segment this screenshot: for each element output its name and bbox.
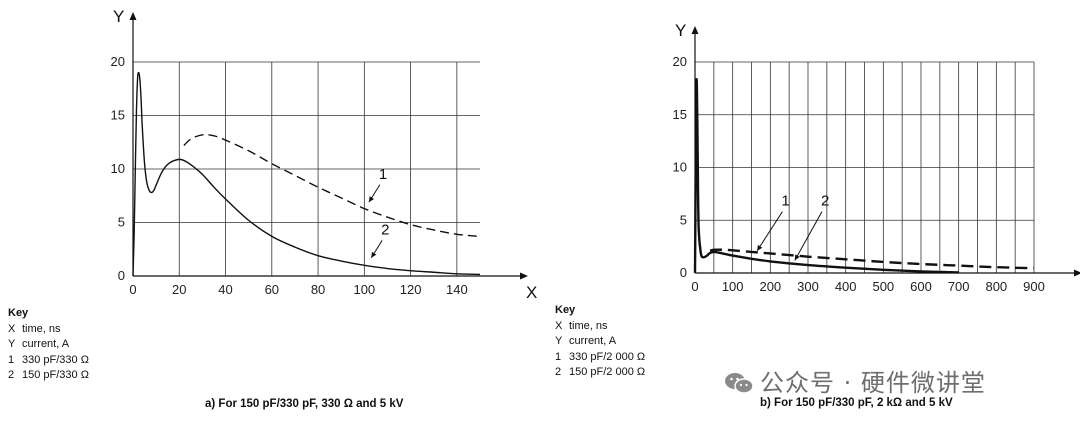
x-tick-label: 800 bbox=[985, 279, 1007, 294]
x-tick-label: 40 bbox=[218, 282, 232, 297]
x-axis-arrow-icon bbox=[1074, 269, 1080, 277]
x-axis-label: X bbox=[526, 283, 537, 302]
y-tick-label: 5 bbox=[680, 212, 687, 227]
leader-arrow-icon bbox=[757, 244, 763, 251]
x-tick-label: 100 bbox=[353, 282, 375, 297]
chart-a: X Y 0 20 40 60 80 100 120 140 0 5 10 15 20 1 2 bbox=[111, 7, 538, 302]
leader-line bbox=[794, 211, 823, 261]
series-line-1 bbox=[183, 133, 481, 238]
series-line-2 bbox=[132, 71, 481, 277]
y-tick-label: 10 bbox=[111, 161, 125, 176]
y-tick-label: 15 bbox=[673, 107, 687, 122]
x-tick-label: 100 bbox=[722, 279, 744, 294]
wechat-logo-icon bbox=[725, 373, 754, 394]
y-tick-label: 0 bbox=[680, 265, 687, 280]
watermark-text: 公众号 · 硬件微讲堂 bbox=[760, 369, 986, 397]
x-tick-label: 200 bbox=[759, 279, 781, 294]
series-line-2 bbox=[693, 77, 959, 274]
x-tick-label: 120 bbox=[400, 282, 422, 297]
y-tick-label: 10 bbox=[673, 160, 687, 175]
y-axis-label: Y bbox=[675, 21, 686, 40]
x-axis-arrow-icon bbox=[520, 272, 528, 280]
x-tick-label: 900 bbox=[1023, 279, 1045, 294]
curve-label-2: 2 bbox=[821, 193, 829, 210]
key-a-row: 1 330 pF/330 Ω bbox=[8, 353, 89, 366]
y-tick-label: 0 bbox=[118, 268, 125, 283]
curve-label-2: 2 bbox=[381, 221, 389, 238]
leader-arrow-icon bbox=[794, 254, 800, 261]
y-tick-label: 20 bbox=[111, 54, 125, 69]
key-a-title: Key bbox=[8, 307, 29, 319]
y-axis-arrow-icon bbox=[691, 26, 699, 34]
x-tick-label: 0 bbox=[129, 282, 136, 297]
x-tick-label: 600 bbox=[910, 279, 932, 294]
y-tick-label: 15 bbox=[111, 108, 125, 123]
curve-label-1: 1 bbox=[781, 193, 789, 210]
chart-b: XY01002003004005006007008009000510152012 bbox=[673, 21, 1080, 294]
watermark: 公众号 · 硬件微讲堂 bbox=[724, 363, 986, 398]
x-tick-label: 300 bbox=[797, 279, 819, 294]
leader-arrow-icon bbox=[371, 251, 377, 258]
curve-label-1: 1 bbox=[379, 166, 387, 183]
y-tick-label: 5 bbox=[118, 215, 125, 230]
caption-b: b) For 150 pF/330 pF, 2 kΩ and 5 kV bbox=[760, 397, 953, 409]
x-tick-label: 700 bbox=[948, 279, 970, 294]
series-line-1 bbox=[709, 248, 1035, 270]
y-axis-arrow-icon bbox=[129, 12, 137, 20]
leader-line bbox=[756, 211, 783, 252]
x-tick-label: 500 bbox=[872, 279, 894, 294]
x-tick-label: 80 bbox=[311, 282, 325, 297]
x-tick-label: 140 bbox=[446, 282, 468, 297]
y-axis-label: Y bbox=[113, 7, 124, 26]
y-tick-label: 20 bbox=[673, 54, 687, 69]
x-tick-label: 400 bbox=[835, 279, 857, 294]
x-tick-label: 20 bbox=[172, 282, 186, 297]
caption-a: a) For 150 pF/330 pF, 330 Ω and 5 kV bbox=[205, 398, 404, 410]
leader-arrow-icon bbox=[368, 196, 375, 203]
key-b-row: 1 330 pF/2 000 Ω bbox=[555, 350, 646, 363]
x-tick-label: 60 bbox=[265, 282, 279, 297]
x-tick-label: 0 bbox=[691, 279, 698, 294]
key-a-row: 2 150 pF/330 Ω bbox=[8, 369, 89, 381]
key-b-row: 2 150 pF/2 000 Ω bbox=[555, 366, 646, 378]
key-b-title: Key bbox=[555, 304, 576, 316]
